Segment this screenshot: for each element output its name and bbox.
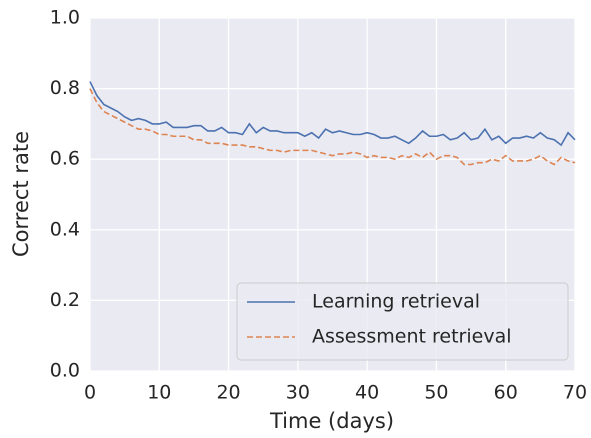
y-tick-label: 0.0: [50, 360, 80, 382]
x-tick-label: 30: [286, 382, 310, 404]
x-tick-label: 50: [424, 382, 448, 404]
y-tick-label: 0.6: [50, 148, 80, 170]
y-tick-label: 0.8: [50, 77, 80, 99]
x-tick-label: 0: [84, 382, 96, 404]
y-tick-label: 0.4: [50, 218, 80, 240]
x-tick-label: 70: [563, 382, 587, 404]
y-tick-label: 0.2: [50, 289, 80, 311]
y-tick-label: 1.0: [50, 7, 80, 29]
data-line: [89, 88, 576, 166]
legend-box: [236, 282, 569, 361]
legend-label: Assessment retrieval: [312, 326, 512, 348]
x-axis-label: Time (days): [269, 409, 394, 433]
y-axis-label: Correct rate: [9, 131, 33, 257]
x-tick-label: 60: [494, 382, 518, 404]
x-tick-label: 20: [216, 382, 240, 404]
x-tick-label: 40: [355, 382, 379, 404]
data-line: [89, 81, 576, 147]
legend-label: Learning retrieval: [312, 291, 480, 313]
x-tick-label: 10: [147, 382, 171, 404]
